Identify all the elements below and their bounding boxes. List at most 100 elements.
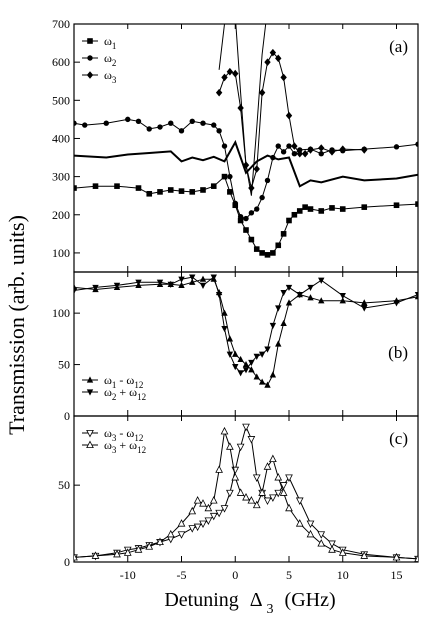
panel-1-series-2-point <box>114 183 120 189</box>
panel-1-legend-entry: ω3 <box>104 68 117 85</box>
panel-1-series-3-point <box>74 120 77 126</box>
panel-1-series-3-point <box>103 120 109 126</box>
panel-1-series-2-point <box>286 217 292 224</box>
panel-3-frame <box>73 415 419 563</box>
panel-2-series-1-point <box>269 371 277 378</box>
panel-2-legend-entry: ω1 - ω12 <box>104 373 143 390</box>
panel-3-series-2-point <box>156 537 164 546</box>
panel-3-series-1-point <box>247 436 256 444</box>
panel-2-series-1-point <box>248 366 255 373</box>
panel-3-series-2-point <box>295 519 304 527</box>
panel-2-series-2-point <box>215 292 223 299</box>
panel-1-series-4-point <box>221 73 228 82</box>
panel-3-series-1-point <box>209 512 218 521</box>
panel-2-legend-marker <box>86 376 94 383</box>
panel-3-legend-entry: ω3 - ω12 <box>104 426 143 443</box>
panel-3-series-2-point <box>231 473 240 481</box>
panel-1-series-3-line <box>74 118 418 220</box>
panel-3-series-1-point <box>279 482 288 490</box>
y-axis-label: Transmission (arb. units) <box>4 215 29 435</box>
panel-2-y-tick-label: 100 <box>52 306 70 320</box>
panel-3-series-2-point <box>220 426 229 435</box>
panel-2-series-1-point <box>318 297 325 304</box>
panel-1-series-4-point <box>318 144 325 152</box>
panel-1-series-2-point <box>280 231 287 237</box>
panel-2-series-2-point <box>199 282 207 289</box>
panel-1-series-3-point <box>254 206 260 212</box>
panel-1-series-4-point <box>215 88 223 97</box>
panel-1-legend-marker <box>87 38 93 44</box>
panel-2-series-2-point <box>393 300 400 307</box>
panel-2-y-tick-label: 50 <box>58 358 70 372</box>
panel-1-series-2-point <box>221 173 228 180</box>
panel-1-series-3-point <box>178 128 185 134</box>
panel-1-series-2-point <box>243 227 249 233</box>
panel-3-series-2-point <box>263 462 272 470</box>
panel-2-series-1-point <box>221 309 228 316</box>
panel-1-series-4-point <box>258 88 266 97</box>
panel-1-series-3-point <box>237 213 244 220</box>
panel-1-legend-marker <box>86 71 94 79</box>
panel-2-legend-entry: ω2 + ω12 <box>104 385 146 402</box>
panel-2-series-1-point <box>232 350 239 357</box>
panel-1-y-tick-label: 600 <box>52 55 70 69</box>
panel-2-series-2-point <box>318 277 325 284</box>
panel-1-series-4-point <box>264 58 271 66</box>
panel-1-series-4-point <box>232 69 239 78</box>
panel-2-series-2-point <box>113 282 121 289</box>
panel-2-series-1-point <box>285 299 293 306</box>
panel-1-series-2-point <box>167 187 174 193</box>
panel-2-series-1-point <box>199 275 207 282</box>
panel-1-series-4-point <box>307 146 314 154</box>
panel-1-series-2-point <box>339 206 346 212</box>
panel-1-series-2-point <box>253 246 260 252</box>
panel-2-series-2-point <box>258 351 266 358</box>
panel-1-series-2-point <box>178 188 185 194</box>
panel-1-series-3-point <box>291 151 298 157</box>
panel-2-series-1-point <box>226 335 234 342</box>
panel-2-series-1-point <box>339 297 346 304</box>
panel-3-series-1-point <box>274 489 283 498</box>
panel-1-series-3-point <box>200 120 206 126</box>
panel-1-series-2-point <box>157 189 163 195</box>
panel-3-series-2-point <box>193 496 202 504</box>
panel-3-series-1-point <box>328 540 336 549</box>
panel-3-series-1-point <box>317 531 326 539</box>
panel-1-series-5-line <box>218 24 267 196</box>
panel-1-series-4-point <box>291 142 298 150</box>
panel-1-series-3-point <box>318 151 324 157</box>
panel-1-series-3-point <box>264 177 271 184</box>
panel-3-x-tick-label: -5 <box>177 568 187 582</box>
panel-1-series-4-point <box>275 54 282 63</box>
panel-1-series-3-point <box>146 126 152 132</box>
panel-1-series-3-point <box>280 149 287 155</box>
panel-2-series-1-point <box>275 340 282 347</box>
panel-1-series-4-point <box>269 48 277 57</box>
panel-1-series-3-point <box>221 143 228 149</box>
panel-3-series-2-point <box>317 539 326 547</box>
panel-1-y-tick-label: 200 <box>52 208 70 222</box>
x-axis-label-unit: (GHz) <box>285 589 336 611</box>
panel-1-series-3-point <box>415 141 418 147</box>
panel-3-series-1-point <box>242 423 250 432</box>
panels: 100200300400500600700(a)ω1ω2ω3050100(b)ω… <box>52 17 419 582</box>
panel-1-legend-entry: ω2 <box>104 51 116 68</box>
panel-1-series-3-point <box>82 122 88 128</box>
panel-1-series-3-point <box>286 143 292 149</box>
panel-3-series-1-point <box>193 523 202 532</box>
panel-1-series-2-point <box>92 183 99 189</box>
panel-2-y-tick-label: 0 <box>64 409 70 423</box>
panel-3-series-1-point <box>306 520 315 529</box>
panel-3-series-1-point <box>188 525 197 533</box>
panel-1-series-4-point <box>280 73 287 82</box>
panel-2-series-2-point <box>339 293 346 300</box>
panel-1-series-4-point <box>226 67 234 76</box>
panel-1-series-4-point <box>328 148 336 156</box>
panel-2-series-2-point <box>178 276 185 283</box>
panel-1-series-3-point <box>270 154 276 161</box>
panel-1-series-3-point <box>243 215 249 222</box>
panel-2-series-2-point <box>167 281 174 288</box>
panel-3-series-1-point <box>231 466 240 475</box>
panel-3-legend-marker <box>86 440 94 449</box>
